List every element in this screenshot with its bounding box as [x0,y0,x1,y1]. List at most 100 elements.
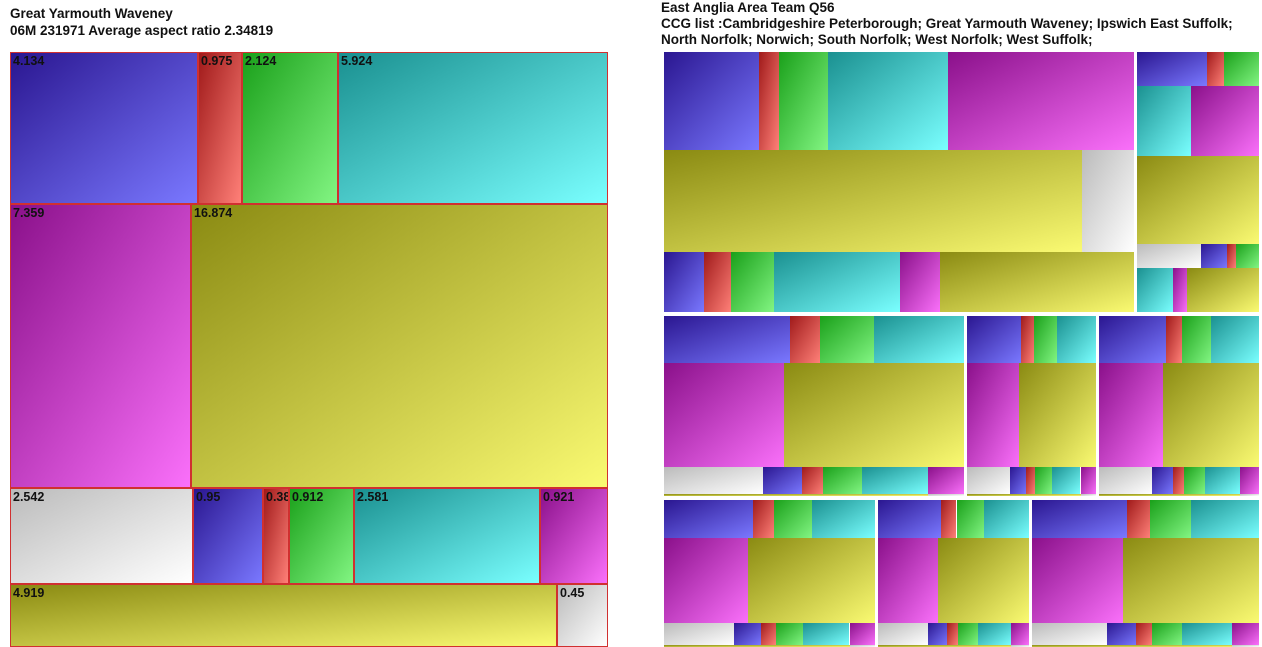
overview-cell [1137,268,1173,312]
overview-cell [1211,316,1259,363]
treemap-cell: 0.921 [540,488,608,584]
cell-value-label: 0.921 [543,490,575,504]
overview-cell [1150,500,1191,538]
overview-cell [1010,467,1027,494]
treemap-cell: 0.975 [198,52,242,204]
overview-cell [1236,244,1259,268]
cell-value-label: 0.95 [196,490,221,504]
overview-cell [748,538,875,623]
overview-cell [1136,623,1152,645]
overview-panel-south-norfolk [664,500,875,647]
overview-cell [1187,268,1259,312]
overview-cell [967,363,1019,467]
overview-cell [1173,268,1187,312]
overview-cell [878,500,941,538]
overview-cell [784,363,964,467]
overview-cell [1152,623,1182,645]
cell-value-label: 0.912 [292,490,324,504]
overview-cell [1137,86,1191,156]
overview-cell [928,467,964,494]
treemap-cell: 4.134 [10,52,198,204]
overview-cell [1163,363,1259,467]
overview-cell [1137,156,1259,244]
overview-cell [820,316,874,363]
treemap-cell: 4.919 [10,584,557,647]
overview-cell [1081,467,1096,494]
overview-cell [664,252,704,312]
overview-cell [1191,500,1259,538]
overview-cell [664,363,784,467]
overview-cell [1137,52,1207,86]
treemap-cell: 16.874 [191,204,608,488]
treemap-cell: 5.924 [338,52,608,204]
treemap-cell: 0.38 [263,488,289,584]
overview-cell [1032,623,1107,645]
overview-cell [664,316,790,363]
overview-cell [664,467,763,494]
overview-cell [1032,500,1127,538]
cell-value-label: 0.45 [560,586,585,600]
overview-cell [1032,538,1123,623]
overview-cell [774,252,900,312]
overview-cell [1026,467,1035,494]
overview-cell [763,467,802,494]
overview-cell [1127,500,1150,538]
overview-cell [1082,150,1134,252]
overview-cell [1232,645,1259,647]
overview-cell [664,623,734,645]
cell-value-label: 0.975 [201,54,233,68]
overview-panel-cambridgeshire-peterborough [664,52,1134,312]
overview-cell [1191,86,1259,156]
overview-cell [948,52,1134,150]
overview-cell [862,467,928,494]
cell-value-label: 2.581 [357,490,389,504]
cell-value-label: 0.38 [266,490,289,504]
overview-cell [941,500,956,538]
overview-cell [802,467,823,494]
overview-cell [1099,363,1163,467]
overview-cell [1182,623,1232,645]
overview-cell [1173,467,1184,494]
ccg-list-line-1: CCG list :Cambridgeshire Peterborough; G… [661,16,1233,31]
overview-cell [1201,244,1227,268]
overview-cell [1081,494,1096,496]
overview-cell [779,52,828,150]
overview-cell [947,623,958,645]
overview-panel-north-norfolk [967,316,1096,496]
treemap-cell: 2.124 [242,52,338,204]
overview-cell [1240,494,1259,496]
overview-cell [1227,244,1236,268]
overview-cell [958,623,978,645]
overview-cell [940,252,1134,312]
overview-cell [1057,316,1096,363]
overview-cell [978,623,1011,645]
overview-cell [1099,467,1152,494]
overview-cell [776,623,803,645]
overview-cell [664,494,928,496]
overview-cell [812,500,875,538]
overview-cell [1184,467,1205,494]
overview-cell [1107,623,1137,645]
cell-value-label: 16.874 [194,206,233,220]
overview-cell [828,52,948,150]
overview-cell [1207,52,1224,86]
overview-cell [664,500,753,538]
overview-cell [1099,494,1240,496]
cell-value-label: 2.124 [245,54,277,68]
overview-cell [1123,538,1259,623]
overview-cell [1011,623,1029,645]
overview-cell [1011,645,1029,647]
treemap-cell: 2.581 [354,488,540,584]
overview-cell [1032,645,1232,647]
overview-cell [1240,467,1259,494]
left-chart-title: Great Yarmouth Waveney [10,6,173,21]
cell-value-label: 5.924 [341,54,373,68]
overview-cell [790,316,820,363]
ccg-list-line-2: North Norfolk; Norwich; South Norfolk; W… [661,32,1093,47]
overview-cell [874,316,964,363]
cell-value-label: 7.359 [13,206,45,220]
overview-cell [774,500,812,538]
overview-cell [664,645,850,647]
overview-cell [704,252,731,312]
overview-cell [1205,467,1240,494]
